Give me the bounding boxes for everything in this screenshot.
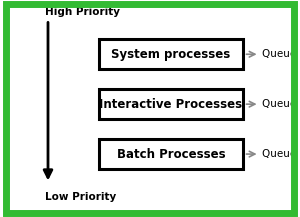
Text: High Priority: High Priority (45, 7, 120, 17)
Text: Batch Processes: Batch Processes (117, 148, 225, 161)
Text: Low Priority: Low Priority (45, 192, 116, 202)
Text: Queue 2: Queue 2 (262, 99, 300, 109)
Text: Queue 1: Queue 1 (262, 49, 300, 59)
Bar (99, 89, 243, 119)
Text: System processes: System processes (111, 48, 231, 61)
Text: Queue 3: Queue 3 (262, 149, 300, 159)
Text: Interactive Processes: Interactive Processes (99, 98, 243, 111)
Bar (99, 39, 243, 69)
Bar (99, 139, 243, 169)
